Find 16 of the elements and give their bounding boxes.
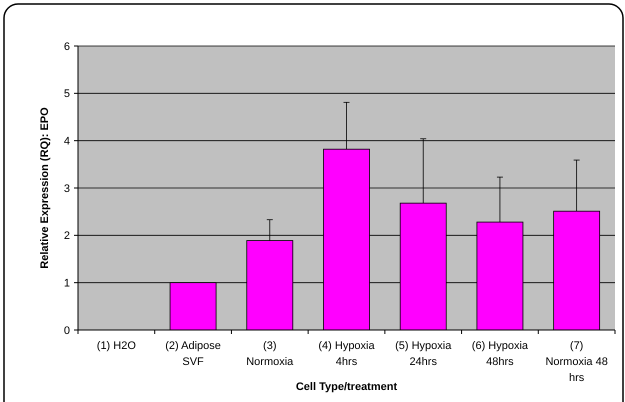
x-tick-label: (2) Adipose SVF bbox=[165, 340, 221, 368]
y-tick-label: 6 bbox=[64, 40, 70, 53]
x-tick-label: (3) Normoxia bbox=[246, 340, 294, 368]
x-tick-label: (4) Hypoxia 4hrs bbox=[318, 340, 376, 368]
x-tick-label: (7) Normoxia 48 hrs bbox=[545, 340, 608, 384]
y-tick-label: 0 bbox=[64, 324, 70, 337]
x-tick-label: (6) Hypoxia 48hrs bbox=[472, 340, 529, 368]
y-tick-label: 5 bbox=[64, 88, 70, 100]
y-axis-title: Relative Expression (RQ): EPO bbox=[39, 106, 51, 269]
x-tick-label: (5) Hypoxia 24hrs bbox=[395, 340, 452, 368]
x-tick-label: (1) H2O bbox=[96, 340, 136, 352]
y-tick-label: 2 bbox=[64, 230, 70, 242]
y-tick-label: 4 bbox=[64, 136, 70, 148]
y-tick-label: 3 bbox=[64, 182, 70, 195]
y-tick-label: 1 bbox=[64, 278, 70, 290]
x-axis-title: Cell Type/treatment bbox=[296, 381, 398, 393]
